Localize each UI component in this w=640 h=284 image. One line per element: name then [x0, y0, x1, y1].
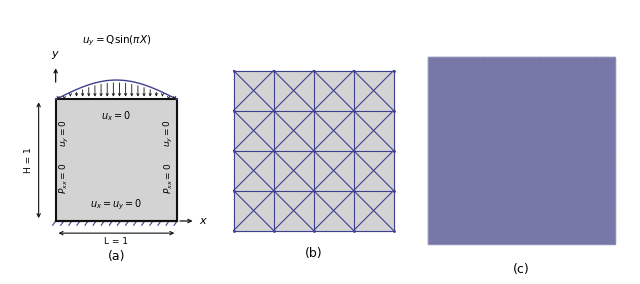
Polygon shape: [428, 57, 615, 244]
Text: (c): (c): [513, 263, 530, 276]
Text: $u_x = u_y = 0$: $u_x = u_y = 0$: [90, 198, 143, 212]
Text: (b): (b): [305, 247, 323, 260]
Text: $u_x = 0$: $u_x = 0$: [101, 110, 131, 123]
Text: L = 1: L = 1: [104, 237, 129, 246]
Text: $P_{xx} = 0$: $P_{xx} = 0$: [58, 163, 70, 194]
Text: $u_y = \mathrm{Q}\sin(\pi X)$: $u_y = \mathrm{Q}\sin(\pi X)$: [82, 34, 151, 49]
Text: $y$: $y$: [51, 49, 60, 60]
Text: (a): (a): [108, 250, 125, 263]
Text: $u_y = 0$: $u_y = 0$: [58, 120, 70, 147]
Text: $x$: $x$: [199, 216, 208, 226]
Text: $u_y = 0$: $u_y = 0$: [162, 120, 175, 147]
Polygon shape: [56, 99, 177, 221]
Text: H = 1: H = 1: [24, 147, 33, 173]
Text: $P_{xx} = 0$: $P_{xx} = 0$: [163, 163, 175, 194]
Polygon shape: [234, 70, 394, 231]
